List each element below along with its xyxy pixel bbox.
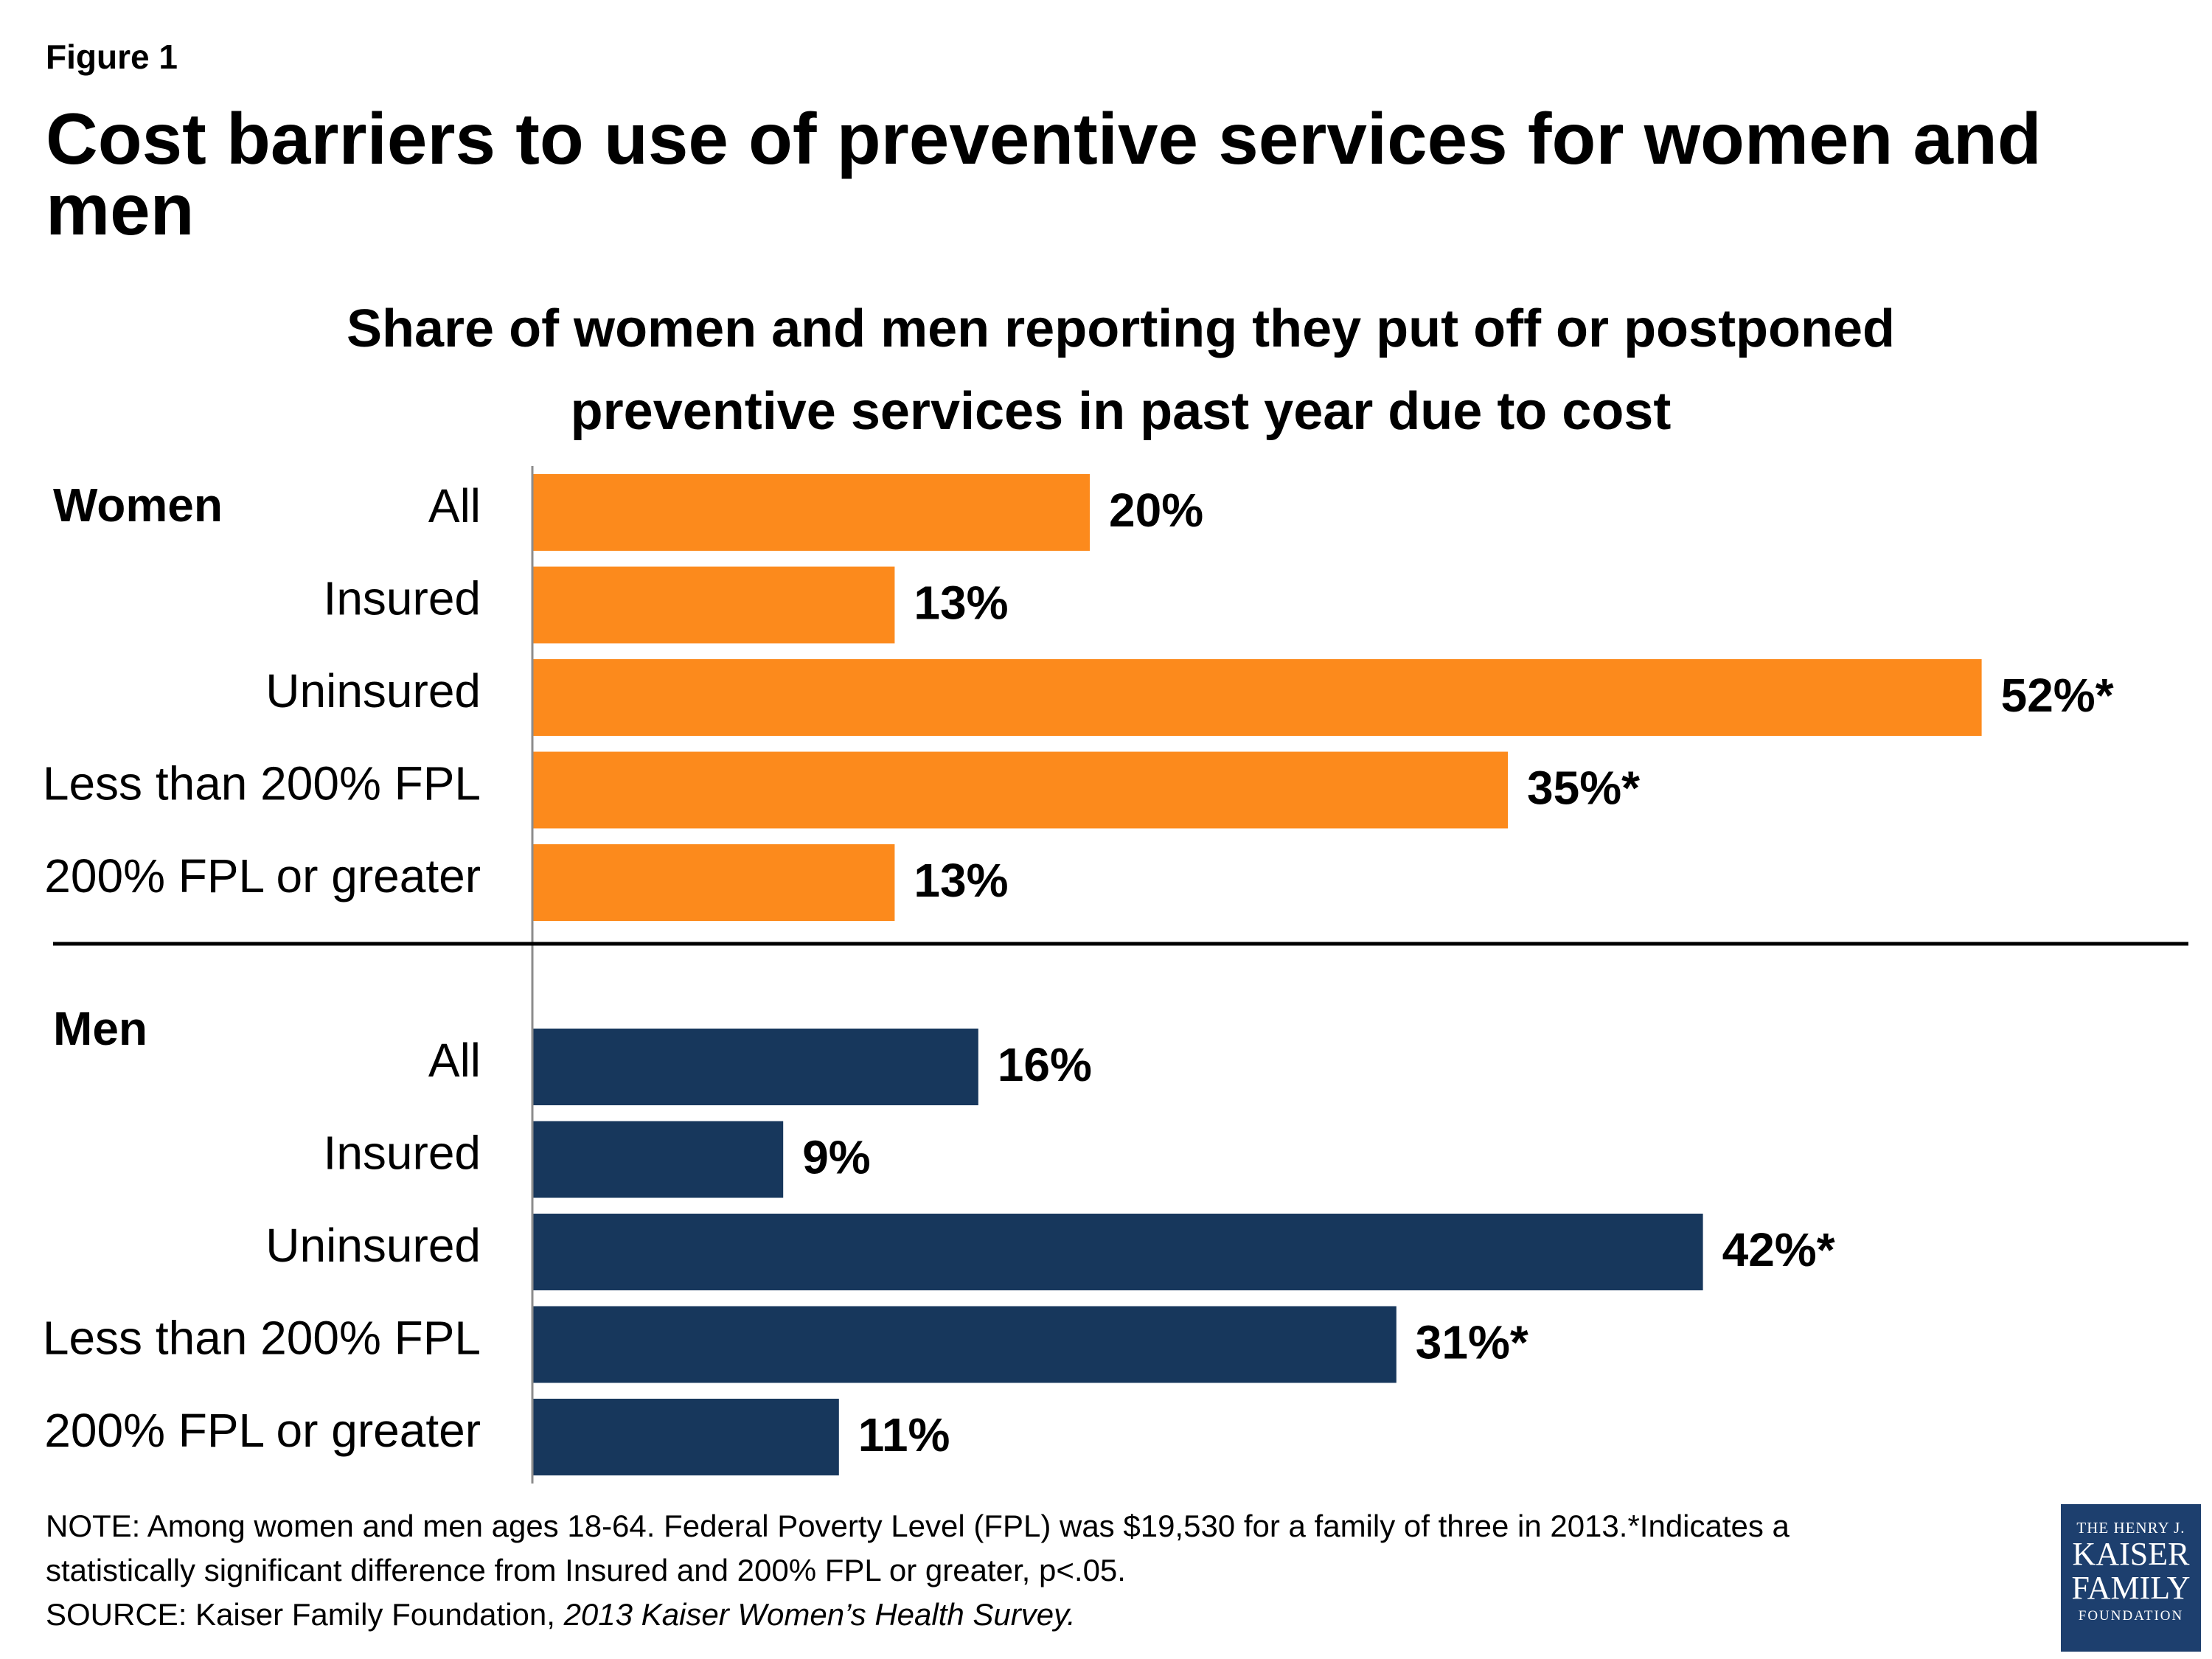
value-label-men-3: 31%* bbox=[1416, 1315, 1528, 1368]
category-label-men-1: Insured bbox=[324, 1126, 481, 1179]
source-title: 2013 Kaiser Women’s Health Survey. bbox=[563, 1597, 1076, 1632]
logo-line-1: THE HENRY J. bbox=[2076, 1519, 2185, 1537]
category-label-women-2: Uninsured bbox=[265, 664, 481, 717]
value-label-women-3: 35%* bbox=[1527, 761, 1640, 814]
value-label-men-1: 9% bbox=[802, 1130, 871, 1183]
value-label-women-4: 13% bbox=[914, 854, 1008, 907]
bar-women-0 bbox=[532, 474, 1090, 551]
chart-subtitle: Share of women and men reporting they pu… bbox=[147, 288, 2094, 453]
value-label-women-1: 13% bbox=[914, 576, 1008, 629]
subtitle-line-1: Share of women and men reporting they pu… bbox=[346, 299, 1896, 358]
value-label-men-0: 16% bbox=[998, 1038, 1092, 1091]
chart-title: Cost barriers to use of preventive servi… bbox=[46, 98, 2042, 250]
logo-line-3: FAMILY bbox=[2071, 1570, 2191, 1606]
bar-women-2 bbox=[532, 659, 1982, 736]
category-label-women-0: All bbox=[428, 479, 481, 532]
category-label-men-4: 200% FPL or greater bbox=[44, 1404, 481, 1457]
bar-men-4 bbox=[532, 1399, 839, 1475]
category-label-women-1: Insured bbox=[324, 571, 481, 625]
value-label-men-2: 42%* bbox=[1722, 1223, 1835, 1276]
note-line-2: statistically significant difference fro… bbox=[46, 1553, 1126, 1587]
group-label-men: Men bbox=[53, 1002, 147, 1055]
value-label-women-0: 20% bbox=[1109, 484, 1203, 537]
bar-men-2 bbox=[532, 1214, 1703, 1290]
logo-line-2: KAISER bbox=[2072, 1536, 2190, 1572]
category-label-women-4: 200% FPL or greater bbox=[44, 849, 481, 902]
category-label-men-2: Uninsured bbox=[265, 1219, 481, 1272]
figure-label: Figure 1 bbox=[46, 38, 178, 76]
category-label-men-0: All bbox=[428, 1034, 481, 1087]
source-prefix: SOURCE: Kaiser Family Foundation, bbox=[46, 1597, 564, 1632]
source-line: SOURCE: Kaiser Family Foundation, 2013 K… bbox=[46, 1593, 2000, 1637]
group-label-women: Women bbox=[53, 479, 223, 532]
bar-men-0 bbox=[532, 1029, 978, 1105]
category-label-women-3: Less than 200% FPL bbox=[43, 757, 481, 810]
logo-line-4: FOUNDATION bbox=[2078, 1608, 2184, 1624]
note-line-1: NOTE: Among women and men ages 18-64. Fe… bbox=[46, 1509, 1790, 1543]
bar-men-3 bbox=[532, 1306, 1397, 1383]
bar-women-4 bbox=[532, 844, 895, 921]
value-label-women-2: 52%* bbox=[2001, 669, 2114, 722]
kff-logo: THE HENRY J. KAISER FAMILY FOUNDATION bbox=[2061, 1504, 2201, 1652]
bar-men-1 bbox=[532, 1121, 784, 1198]
notes: NOTE: Among women and men ages 18-64. Fe… bbox=[46, 1504, 2000, 1637]
value-label-men-4: 11% bbox=[858, 1408, 950, 1461]
bar-women-1 bbox=[532, 566, 895, 644]
category-label-men-3: Less than 200% FPL bbox=[43, 1311, 481, 1364]
bar-women-3 bbox=[532, 751, 1508, 829]
subtitle-line-2: preventive services in past year due to … bbox=[570, 382, 1672, 441]
